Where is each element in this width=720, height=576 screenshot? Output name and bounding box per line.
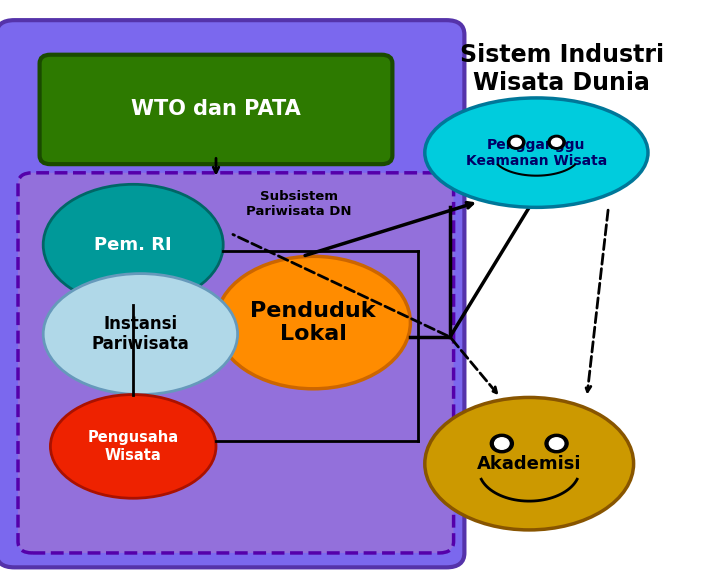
- Circle shape: [549, 438, 564, 449]
- FancyBboxPatch shape: [0, 20, 464, 567]
- Ellipse shape: [43, 184, 223, 305]
- Circle shape: [490, 434, 513, 453]
- Text: Sistem Industri
Wisata Dunia: Sistem Industri Wisata Dunia: [459, 43, 664, 95]
- Circle shape: [552, 138, 562, 146]
- Text: Pengganggu
Keamanan Wisata: Pengganggu Keamanan Wisata: [466, 138, 607, 168]
- FancyBboxPatch shape: [40, 55, 392, 164]
- Circle shape: [548, 135, 565, 149]
- Text: Subsistem
Pariwisata DN: Subsistem Pariwisata DN: [246, 191, 351, 218]
- Text: Akademisi: Akademisi: [477, 454, 582, 473]
- Ellipse shape: [425, 98, 648, 207]
- Text: Pengusaha
Wisata: Pengusaha Wisata: [88, 430, 179, 463]
- Text: Instansi
Pariwisata: Instansi Pariwisata: [91, 314, 189, 354]
- Circle shape: [511, 138, 521, 146]
- Circle shape: [545, 434, 568, 453]
- Ellipse shape: [425, 397, 634, 530]
- Circle shape: [508, 135, 525, 149]
- Text: Pem. RI: Pem. RI: [94, 236, 172, 254]
- Ellipse shape: [216, 256, 410, 389]
- Circle shape: [495, 438, 509, 449]
- Text: Penduduk
Lokal: Penduduk Lokal: [251, 301, 376, 344]
- Text: WTO dan PATA: WTO dan PATA: [131, 100, 301, 119]
- Ellipse shape: [43, 274, 238, 395]
- Ellipse shape: [50, 395, 216, 498]
- FancyBboxPatch shape: [18, 173, 454, 553]
